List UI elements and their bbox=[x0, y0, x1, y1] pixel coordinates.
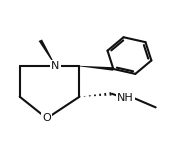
Text: NH: NH bbox=[117, 93, 133, 103]
Text: N: N bbox=[51, 61, 60, 71]
Text: O: O bbox=[42, 113, 51, 123]
Polygon shape bbox=[79, 66, 114, 71]
Polygon shape bbox=[39, 40, 56, 66]
